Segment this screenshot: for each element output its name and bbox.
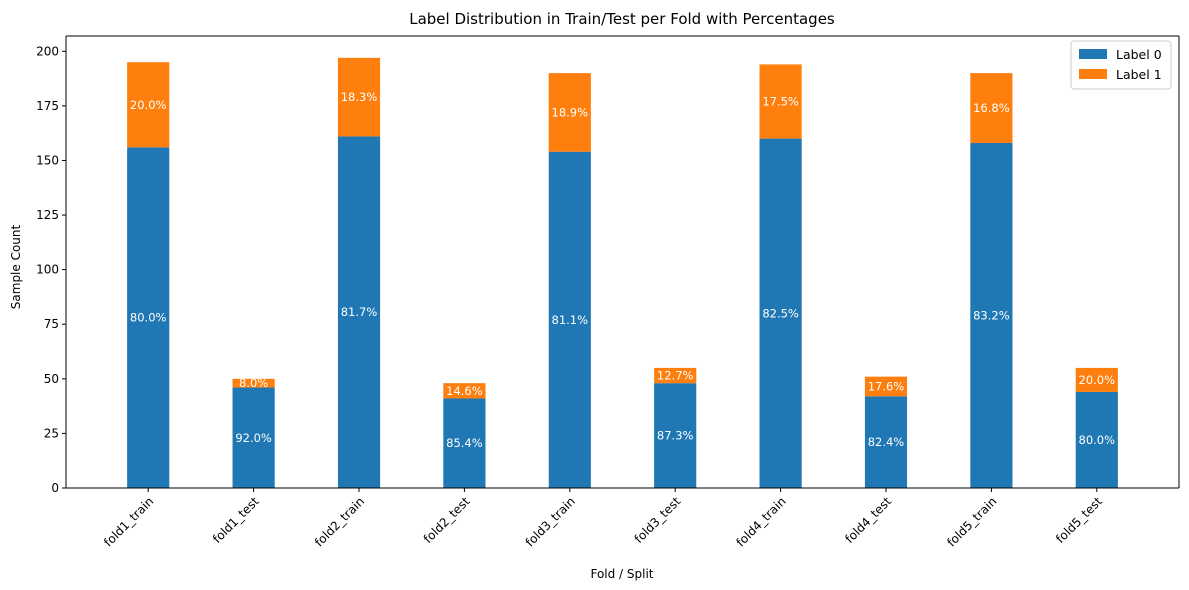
bar-percent-label: 17.5% [762, 95, 799, 109]
bar-label0-fold2_train [337, 136, 381, 488]
bar-percent-label: 12.7% [657, 369, 694, 383]
bar-percent-label: 18.9% [552, 105, 589, 119]
bar-percent-label: 82.4% [868, 435, 905, 449]
bar-label1-fold1_train [127, 62, 170, 148]
bar-label0-fold1_train [127, 147, 170, 489]
bar-percent-label: 18.3% [341, 90, 378, 104]
bar-percent-label: 14.6% [446, 384, 483, 398]
bar-label0-fold4_test [864, 396, 908, 488]
bar-percent-label: 82.5% [762, 306, 799, 320]
bar-percent-label: 85.4% [446, 436, 483, 450]
bar-percent-label: 81.1% [552, 313, 589, 327]
y-tick-label: 150 [36, 153, 59, 167]
bar-label0-fold3_test [654, 383, 697, 488]
x-tick-label: fold1_test [210, 494, 262, 546]
x-tick-label: fold4_train [734, 494, 789, 549]
x-tick-label: fold2_test [421, 494, 473, 546]
bar-percent-label: 83.2% [973, 309, 1010, 323]
y-tick-label: 200 [36, 44, 59, 58]
bar-percent-label: 80.0% [1079, 433, 1116, 447]
bar-label1-fold2_train [337, 57, 381, 137]
bar-label0-fold4_train [759, 138, 802, 488]
bar-label1-fold2_test [443, 383, 486, 399]
x-tick-label: fold3_test [632, 494, 684, 546]
bar-percent-label: 16.8% [973, 101, 1010, 115]
bar-label1-fold3_test [654, 367, 697, 384]
x-tick-label: fold2_train [312, 494, 367, 549]
bar-label0-fold1_test [232, 387, 275, 488]
bar-percent-label: 92.0% [235, 431, 272, 445]
bar-label1-fold5_test [1075, 367, 1118, 392]
y-tick-label: 75 [44, 317, 59, 331]
bar-percent-label: 8.0% [239, 376, 268, 390]
bar-percent-label: 81.7% [341, 305, 378, 319]
bar-label1-fold3_train [548, 73, 591, 152]
y-tick-label: 125 [36, 208, 59, 222]
x-tick-label: fold5_test [1053, 494, 1105, 546]
bar-percent-label: 80.0% [130, 311, 167, 325]
bar-percent-label: 20.0% [130, 98, 167, 112]
x-axis-label: Fold / Split [590, 567, 653, 581]
legend: Label 0 Label 1 [1070, 40, 1172, 90]
x-tick-label: fold1_train [101, 494, 156, 549]
bar-label0-fold5_test [1075, 391, 1118, 488]
bar-label1-fold5_train [970, 73, 1013, 143]
legend-swatch [1079, 69, 1107, 79]
y-tick-label: 0 [51, 481, 59, 495]
x-tick-label: fold5_train [944, 494, 999, 549]
y-tick-label: 175 [36, 99, 59, 113]
bar-label1-fold4_test [864, 376, 908, 397]
bar-label0-fold5_train [970, 143, 1013, 488]
bar-percent-label: 87.3% [657, 429, 694, 443]
plot-area: 80.0% 92.0% 81.7% 85.4% 81.1% 87.3% 82.5% 82.4%… [36, 35, 1180, 549]
y-tick-label: 25 [44, 426, 59, 440]
legend-swatch [1079, 49, 1107, 59]
y-tick-label: 100 [36, 263, 59, 277]
chart-title: Label Distribution in Train/Test per Fol… [409, 10, 835, 28]
y-tick-label: 50 [44, 372, 59, 386]
bar-percent-label: 17.6% [868, 379, 905, 393]
legend-entry-label: Label 1 [1116, 67, 1162, 82]
x-tick-label: fold4_test [842, 494, 894, 546]
bar-label1-fold1_test [232, 378, 275, 388]
x-tick-label: fold3_train [523, 494, 578, 549]
bar-label0-fold3_train [548, 151, 591, 489]
y-axis-label: Sample Count [9, 224, 23, 309]
bar-label1-fold4_train [759, 64, 802, 139]
bar-label0-fold2_test [443, 398, 486, 488]
legend-entry-label: Label 0 [1116, 47, 1162, 62]
bar-percent-label: 20.0% [1079, 373, 1116, 387]
